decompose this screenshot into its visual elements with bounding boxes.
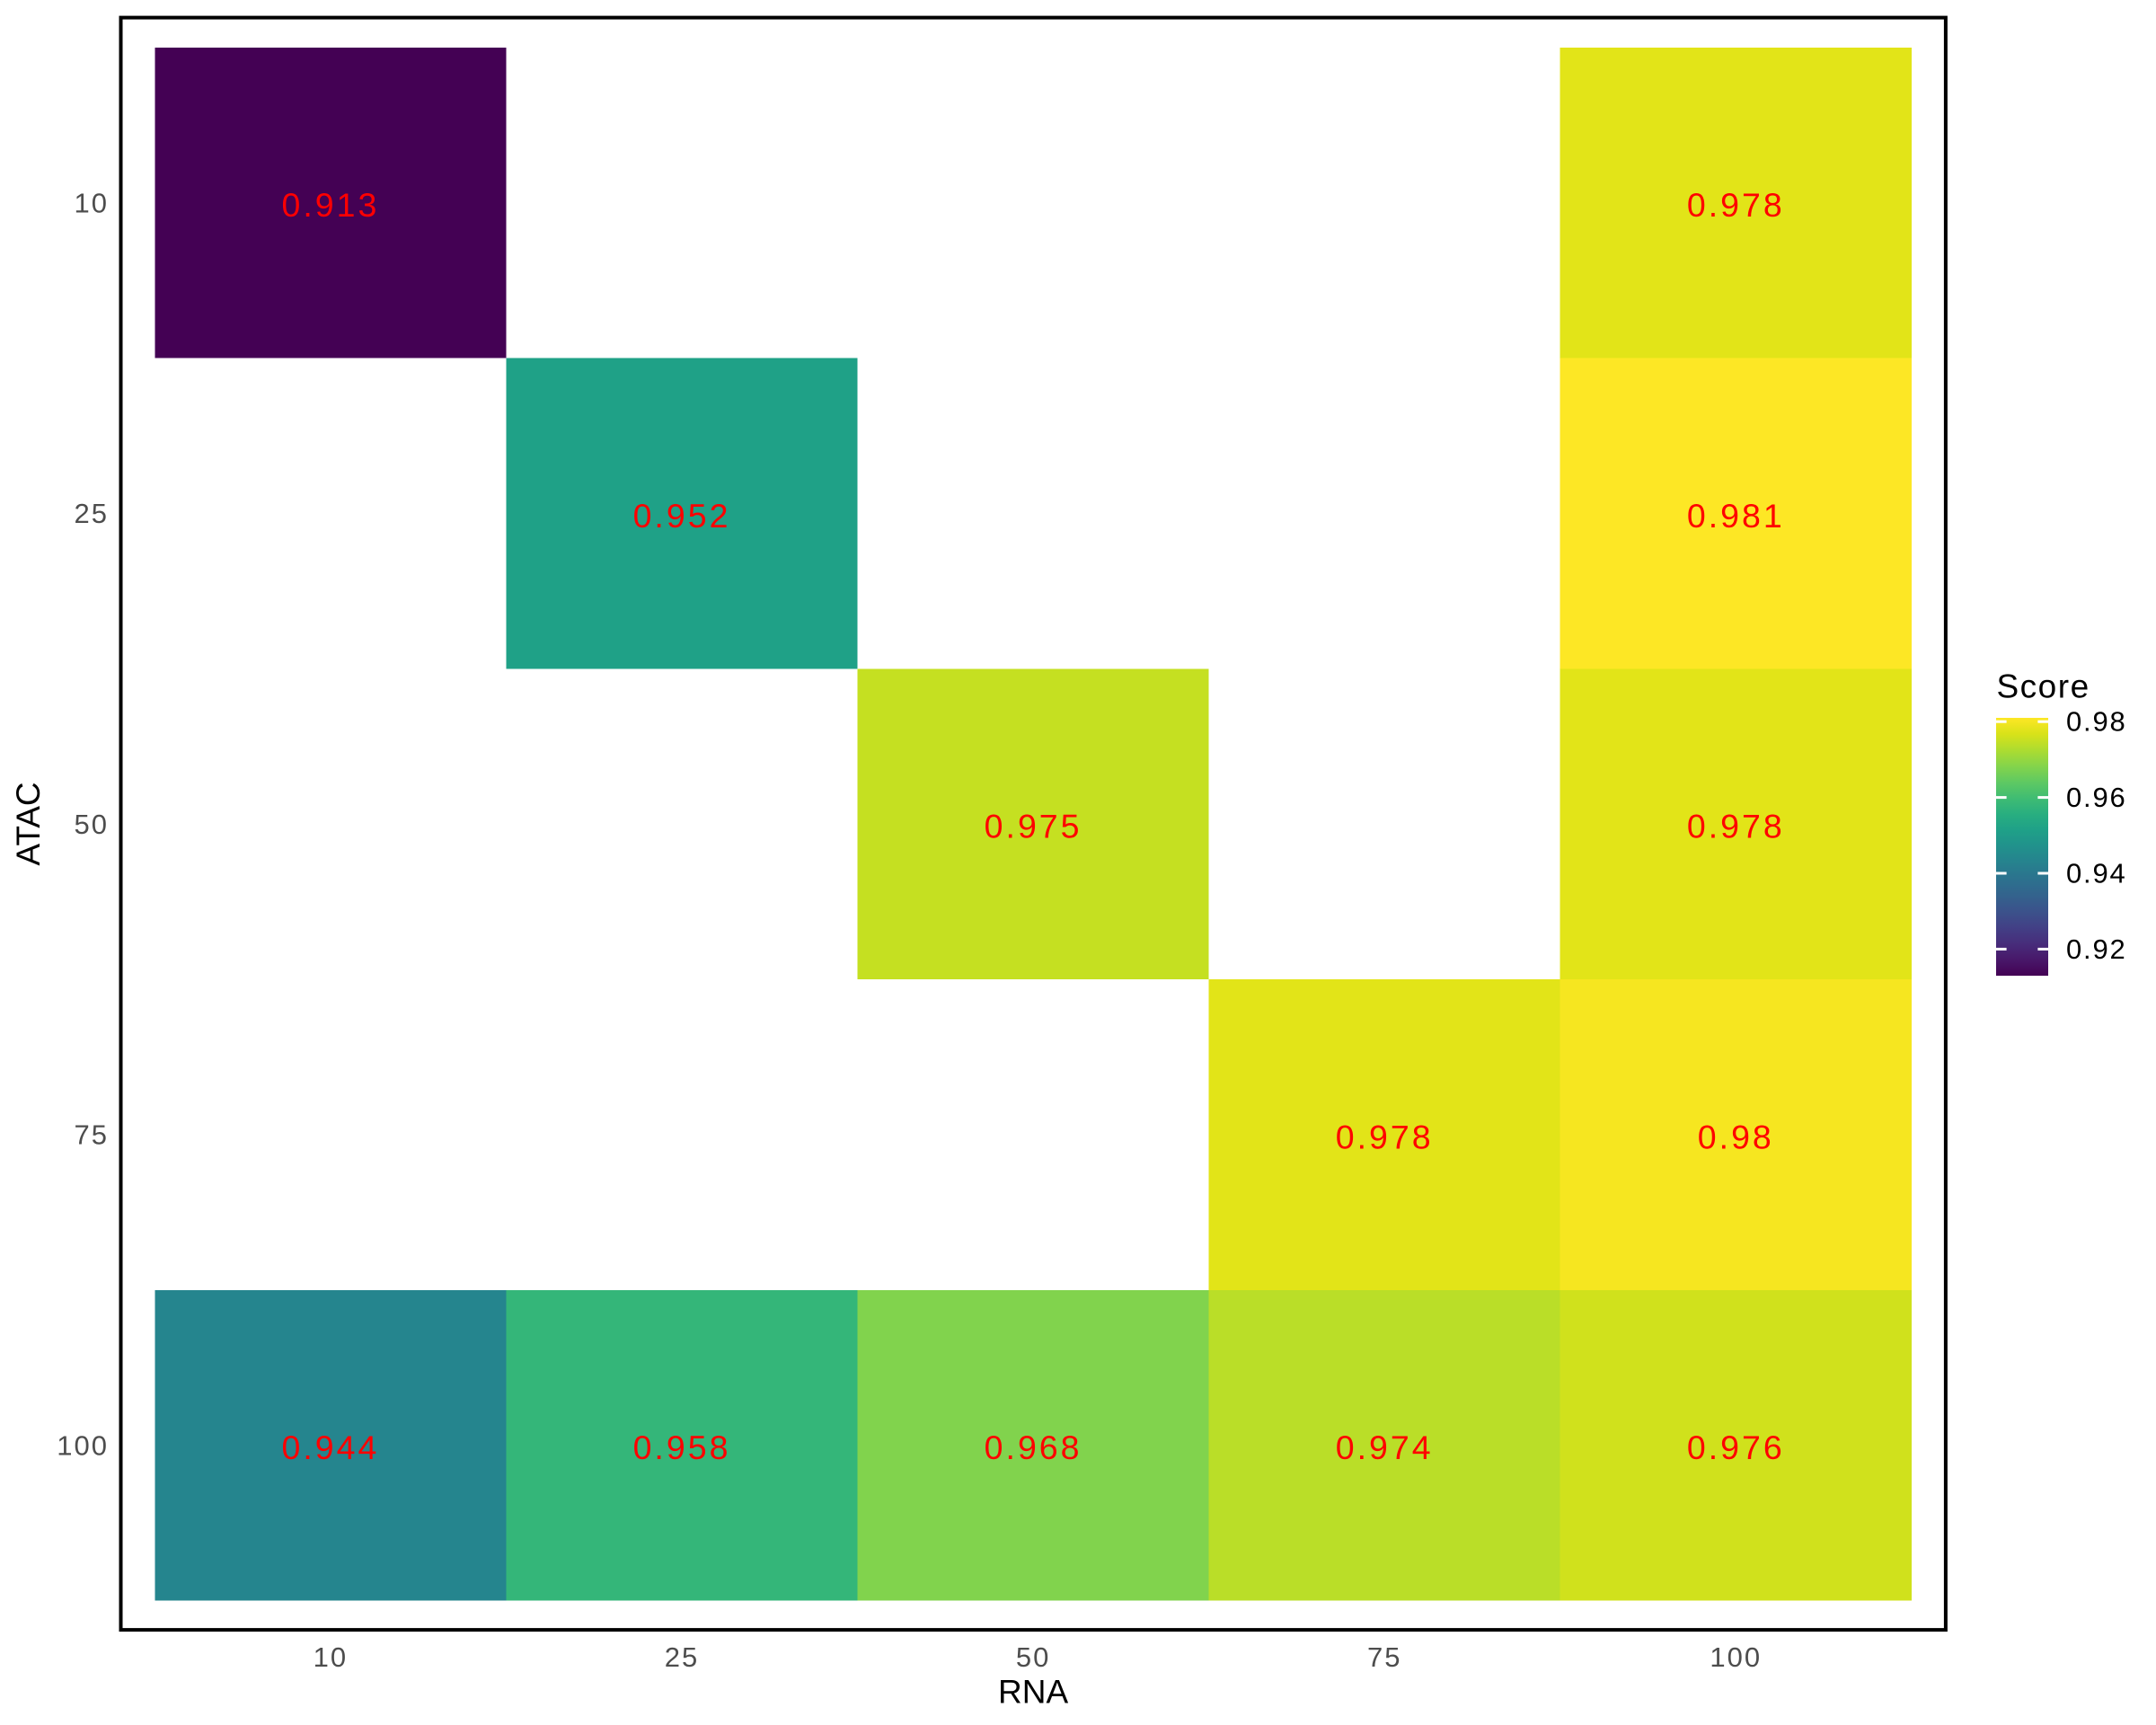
svg-text:RNA: RNA bbox=[998, 1674, 1068, 1711]
svg-text:25: 25 bbox=[75, 498, 109, 529]
svg-text:0.913: 0.913 bbox=[281, 186, 379, 224]
svg-text:0.952: 0.952 bbox=[633, 497, 731, 535]
svg-text:ATAC: ATAC bbox=[10, 782, 47, 865]
svg-text:0.974: 0.974 bbox=[1336, 1429, 1434, 1466]
svg-text:10: 10 bbox=[314, 1641, 348, 1673]
svg-text:50: 50 bbox=[1016, 1641, 1050, 1673]
svg-text:0.975: 0.975 bbox=[985, 808, 1082, 845]
svg-text:50: 50 bbox=[75, 809, 109, 840]
svg-text:25: 25 bbox=[665, 1641, 699, 1673]
svg-text:100: 100 bbox=[57, 1429, 109, 1461]
svg-text:0.96: 0.96 bbox=[2066, 782, 2127, 813]
svg-text:0.976: 0.976 bbox=[1687, 1429, 1785, 1466]
svg-text:0.978: 0.978 bbox=[1336, 1118, 1434, 1155]
svg-text:0.94: 0.94 bbox=[2066, 858, 2127, 889]
svg-text:100: 100 bbox=[1710, 1641, 1762, 1673]
svg-text:0.98: 0.98 bbox=[2066, 706, 2127, 738]
svg-text:0.968: 0.968 bbox=[985, 1429, 1082, 1466]
svg-text:0.981: 0.981 bbox=[1687, 497, 1785, 535]
svg-text:0.958: 0.958 bbox=[633, 1429, 731, 1466]
svg-text:0.944: 0.944 bbox=[281, 1429, 379, 1466]
svg-text:75: 75 bbox=[75, 1119, 109, 1151]
svg-text:0.978: 0.978 bbox=[1687, 186, 1785, 224]
svg-text:10: 10 bbox=[75, 187, 109, 218]
svg-text:0.92: 0.92 bbox=[2066, 933, 2127, 965]
svg-text:75: 75 bbox=[1367, 1641, 1401, 1673]
svg-text:Score: Score bbox=[1997, 668, 2090, 705]
svg-text:0.98: 0.98 bbox=[1698, 1118, 1774, 1155]
svg-text:0.978: 0.978 bbox=[1687, 808, 1785, 845]
